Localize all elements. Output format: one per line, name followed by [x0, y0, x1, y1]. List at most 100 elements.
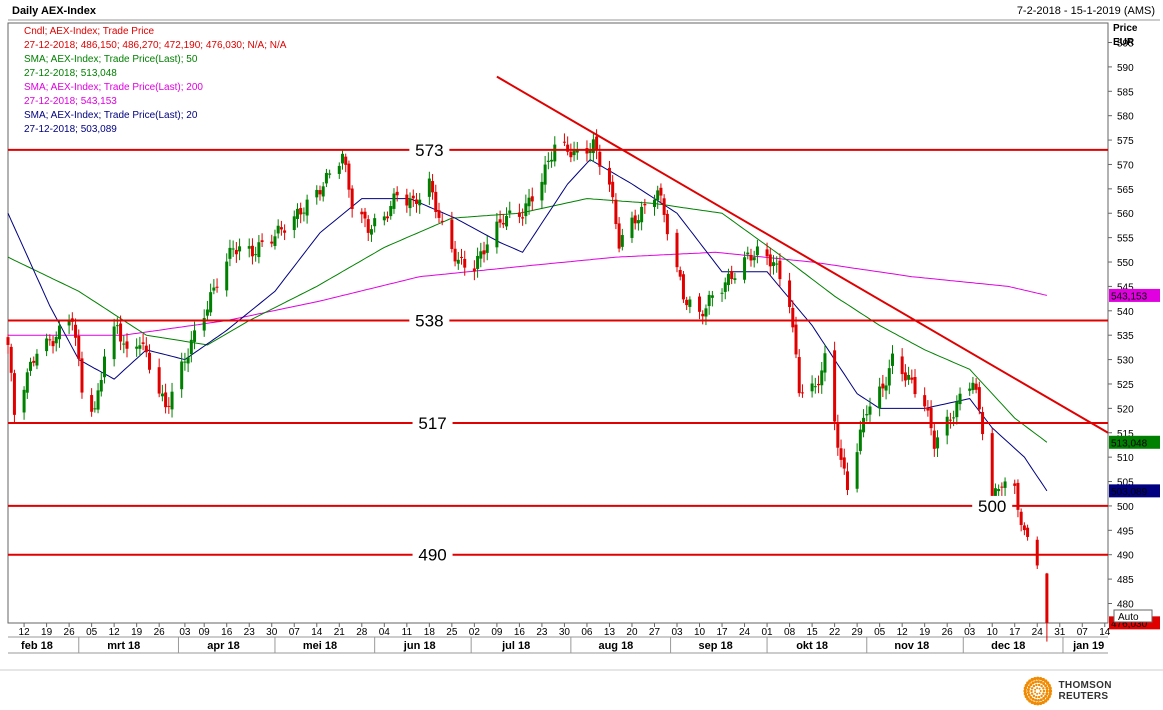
logo-dot [1026, 697, 1030, 701]
month-label: apr 18 [207, 640, 239, 652]
x-tick-label: 22 [829, 627, 841, 638]
candle-body [958, 393, 962, 405]
x-tick-label: 30 [559, 627, 571, 638]
auto-label: Auto [1118, 612, 1139, 623]
candle-body [971, 382, 975, 391]
candle-body [463, 258, 467, 268]
candle-body [148, 352, 152, 370]
candle-body [817, 383, 821, 386]
logo-dot [1024, 683, 1028, 688]
x-tick-label: 03 [671, 627, 683, 638]
logo-dot [1026, 688, 1030, 692]
logo-dot [1042, 687, 1045, 690]
candle-body [524, 203, 528, 217]
month-label: aug 18 [598, 640, 633, 652]
candle-body [775, 263, 779, 265]
candle-body [710, 295, 714, 298]
candle-body [688, 299, 692, 307]
x-tick-label: 24 [739, 627, 751, 638]
candle-body [369, 229, 373, 235]
level-label-bg [412, 413, 453, 433]
candle-body [183, 361, 187, 363]
candle-body [283, 230, 287, 233]
logo-dot [1037, 680, 1040, 684]
logo-dot [1030, 689, 1033, 693]
support-resistance-lines: 573 538 517 500 490 [8, 139, 1108, 565]
logo-dot [1041, 700, 1045, 705]
logo-dot [1039, 680, 1043, 684]
candle-body [77, 335, 81, 359]
candle-body [823, 353, 827, 373]
level-label-bg [409, 139, 450, 160]
x-tick-label: 14 [1099, 627, 1111, 638]
logo-dot [1034, 680, 1038, 684]
price-tag-label: 513,048 [1111, 438, 1148, 449]
candle-body [389, 206, 393, 217]
candle-body [698, 296, 702, 312]
candle-body [360, 211, 364, 215]
candle-body [414, 199, 418, 204]
x-tick-label: 29 [852, 627, 864, 638]
legend-line-sma50: SMA; AEX-Index; Trade Price(Last); 50 [24, 54, 198, 65]
candle-body [205, 309, 209, 316]
level-label-bg [972, 495, 1013, 516]
y-tick-label: 585 [1117, 87, 1134, 98]
candle-body [180, 361, 184, 390]
logo-dot [1030, 700, 1034, 705]
legend-line-sma50-value: 27-12-2018; 513,048 [24, 68, 117, 79]
x-tick-label: 05 [874, 627, 886, 638]
candle-body [607, 167, 611, 185]
candle-body [723, 282, 727, 292]
x-tick-label: 26 [154, 627, 166, 638]
logo-dot [1040, 684, 1043, 688]
candle-body [743, 257, 747, 280]
y-tick-label: 485 [1117, 575, 1134, 586]
x-tick-label: 21 [334, 627, 346, 638]
y-tick-label: 555 [1117, 234, 1134, 245]
candle-body [945, 416, 949, 436]
logo-dot [1023, 692, 1028, 696]
x-tick-label: 23 [244, 627, 256, 638]
candle-body [842, 457, 846, 469]
y-tick-label: 540 [1117, 307, 1134, 318]
brand: THOMSON REUTERS [1023, 676, 1163, 706]
candle-body [501, 222, 505, 225]
candle-body [321, 186, 325, 197]
x-tick-label: 25 [446, 627, 458, 638]
auto-box [1113, 609, 1153, 623]
logo-dot [1046, 681, 1050, 685]
x-tick-label: 23 [536, 627, 548, 638]
candle-body [659, 187, 663, 196]
candle-body [157, 367, 161, 394]
logo-dot [1027, 685, 1031, 689]
candle-body [160, 393, 164, 397]
candle-body [575, 149, 579, 153]
candle-body [640, 206, 644, 223]
logo-dot [1042, 682, 1046, 686]
candle-body [99, 379, 103, 392]
logo-dot [1042, 696, 1046, 700]
x-tick-label: 18 [424, 627, 436, 638]
candle-body [51, 341, 55, 347]
candle-body [363, 211, 367, 219]
logo-dot [1047, 683, 1051, 688]
y-axis-ticks: 480 485 490 495 500 505 510 515 520 525 530 535 540 5… [1108, 39, 1134, 610]
sma200-series [8, 251, 1048, 336]
logo-dot [1031, 697, 1035, 701]
candle-body [839, 448, 843, 460]
x-tick-label: 31 [1054, 627, 1066, 638]
candle-body [344, 156, 348, 165]
x-tick-label: 11 [402, 627, 413, 638]
candle-body [527, 197, 531, 207]
candle-body [273, 236, 277, 246]
x-tick-label: 20 [626, 627, 638, 638]
candle-body [681, 274, 685, 300]
candle-body [903, 372, 907, 381]
candle-body [135, 346, 139, 349]
candle-body [936, 437, 940, 449]
logo-dot [1036, 687, 1039, 690]
logo-dot [1037, 695, 1041, 699]
x-tick-label: 14 [311, 627, 323, 638]
level-label: 573 [415, 141, 443, 160]
candle-body [620, 235, 624, 247]
